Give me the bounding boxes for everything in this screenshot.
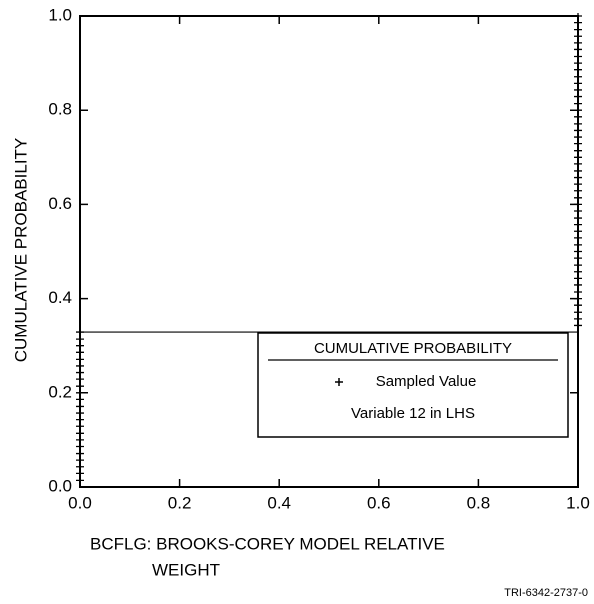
- sample-marker: [574, 13, 582, 19]
- sample-marker: [76, 329, 84, 336]
- sample-marker: [574, 93, 582, 100]
- sample-marker: [76, 416, 84, 423]
- sample-marker: [574, 120, 582, 127]
- sample-marker: [574, 60, 582, 67]
- footnote: TRI-6342-2737-0: [504, 587, 588, 599]
- sample-marker: [574, 66, 582, 73]
- sample-marker: [574, 39, 582, 46]
- x-axis-label: WEIGHT: [152, 560, 220, 579]
- x-tick-label: 0.6: [367, 493, 391, 512]
- y-tick-label: 0.6: [48, 194, 72, 213]
- sample-marker: [574, 127, 582, 134]
- legend-title: CUMULATIVE PROBABILITY: [314, 340, 512, 357]
- sample-marker: [574, 201, 582, 208]
- sample-marker: [76, 463, 84, 470]
- sample-marker: [574, 147, 582, 154]
- sample-marker: [574, 80, 582, 87]
- sample-marker: [574, 154, 582, 161]
- sample-marker: [574, 194, 582, 201]
- x-tick-label: 0.4: [267, 493, 291, 512]
- sample-marker: [574, 221, 582, 228]
- sample-marker: [76, 403, 84, 410]
- legend-marker: [335, 378, 343, 386]
- sample-marker: [574, 302, 582, 309]
- y-tick-label: 0.0: [48, 476, 72, 495]
- legend-entry: Sampled Value: [376, 373, 477, 390]
- sample-marker: [574, 107, 582, 114]
- sample-marker: [76, 396, 84, 403]
- sample-marker: [574, 262, 582, 269]
- y-tick-label: 1.0: [48, 5, 72, 24]
- sample-marker: [574, 100, 582, 107]
- sample-marker: [574, 315, 582, 322]
- sample-marker: [574, 46, 582, 53]
- sample-marker: [76, 477, 84, 484]
- sample-marker: [76, 336, 84, 343]
- sample-marker: [574, 281, 582, 288]
- sample-marker: [76, 383, 84, 390]
- x-axis-label: BCFLG: BROOKS-COREY MODEL RELATIVE: [90, 534, 445, 553]
- sample-marker: [76, 376, 84, 383]
- sample-marker: [574, 26, 582, 33]
- y-tick-label: 0.2: [48, 382, 72, 401]
- sample-marker: [574, 228, 582, 235]
- sample-marker: [574, 295, 582, 302]
- sample-marker: [574, 275, 582, 282]
- x-tick-label: 0.8: [467, 493, 491, 512]
- sample-marker: [574, 167, 582, 174]
- sample-marker: [574, 73, 582, 80]
- sample-marker: [76, 410, 84, 417]
- x-tick-label: 1.0: [566, 493, 590, 512]
- sample-marker: [76, 342, 84, 349]
- sample-marker: [574, 160, 582, 167]
- sample-marker: [76, 423, 84, 430]
- sample-marker: [574, 322, 582, 329]
- y-tick-label: 0.4: [48, 288, 72, 307]
- legend-box: [257, 332, 569, 438]
- sample-marker: [574, 241, 582, 248]
- sample-marker: [574, 207, 582, 214]
- sample-marker: [76, 356, 84, 363]
- sample-marker: [574, 289, 582, 296]
- sample-marker: [76, 436, 84, 443]
- sample-marker: [76, 349, 84, 356]
- sample-marker: [574, 140, 582, 147]
- sample-marker: [76, 457, 84, 464]
- sample-marker: [574, 255, 582, 262]
- sample-marker: [76, 450, 84, 457]
- sample-marker: [574, 113, 582, 120]
- sample-marker: [574, 174, 582, 181]
- sample-marker: [574, 134, 582, 141]
- legend-note: Variable 12 in LHS: [351, 405, 475, 422]
- sample-marker: [574, 234, 582, 241]
- sample-marker: [574, 53, 582, 60]
- sample-marker: [76, 443, 84, 450]
- sample-marker: [76, 362, 84, 369]
- sample-marker: [574, 19, 582, 26]
- sample-marker: [574, 187, 582, 194]
- sample-marker: [574, 248, 582, 255]
- sample-marker: [76, 470, 84, 477]
- sample-marker: [574, 33, 582, 40]
- y-tick-label: 0.8: [48, 100, 72, 119]
- sample-marker: [76, 369, 84, 376]
- x-tick-label: 0.0: [68, 493, 92, 512]
- sample-marker: [574, 181, 582, 188]
- sample-marker: [574, 309, 582, 316]
- x-tick-label: 0.2: [168, 493, 192, 512]
- sample-marker: [574, 268, 582, 275]
- y-axis-label: CUMULATIVE PROBABILITY: [11, 138, 30, 363]
- sample-marker: [76, 389, 84, 396]
- sample-marker: [76, 430, 84, 437]
- sample-marker: [574, 86, 582, 93]
- sample-marker: [574, 215, 582, 222]
